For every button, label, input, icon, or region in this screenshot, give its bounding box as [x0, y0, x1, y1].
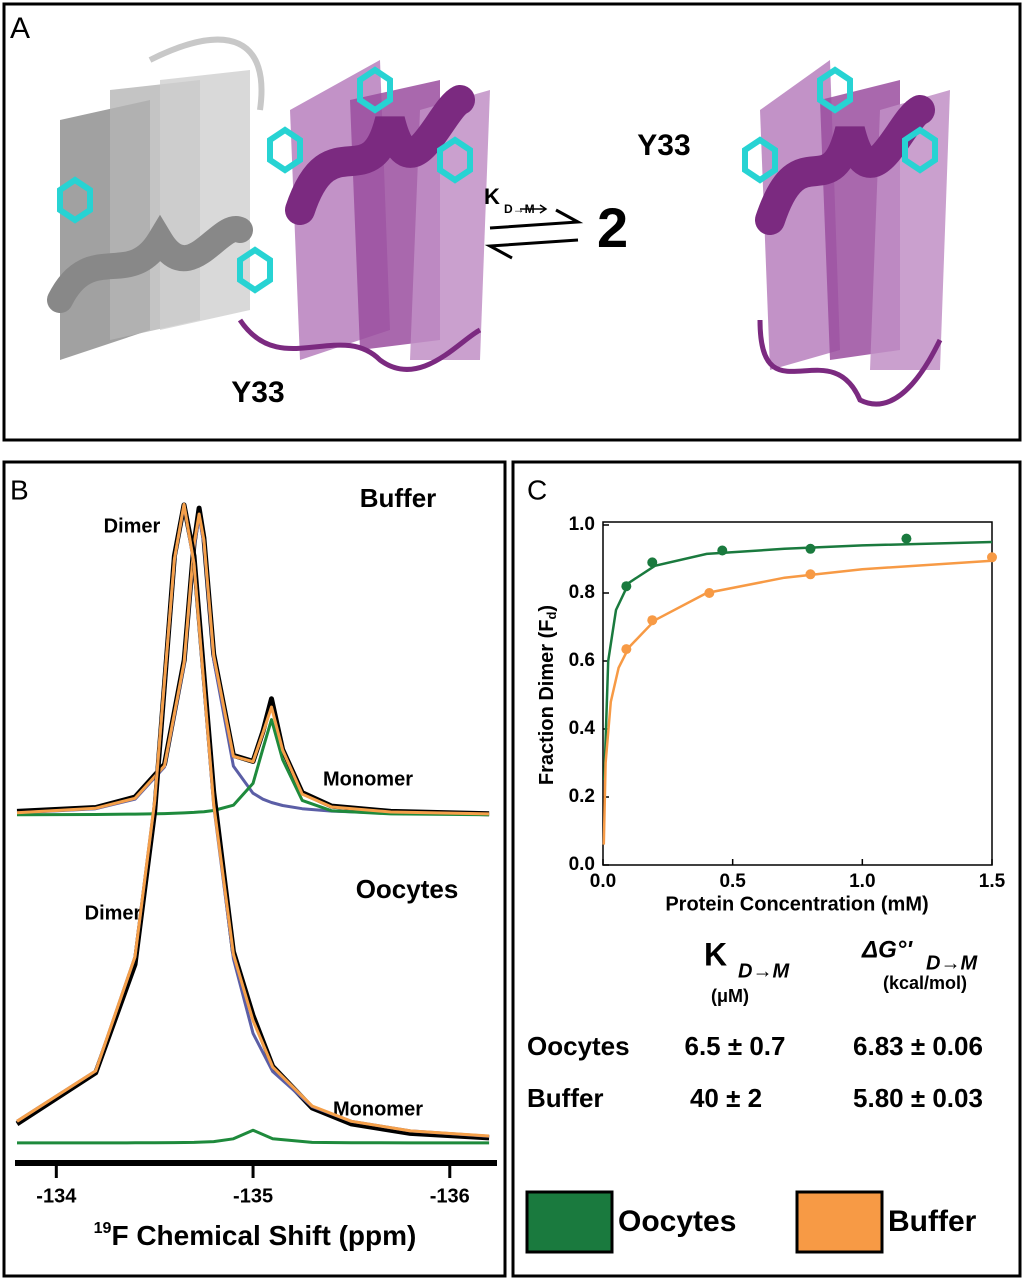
table-header: ΔG°': [861, 936, 913, 963]
spectrum-title: Buffer: [360, 483, 437, 513]
y-tick-label: 1.0: [569, 514, 595, 535]
spectrum-line: [16, 503, 490, 1138]
table-unit: (μM): [711, 986, 749, 1006]
x-axis-label-main: F Chemical Shift (ppm): [111, 1220, 416, 1251]
spectrum-line: [15, 502, 490, 1141]
y-axis-label: Fraction Dimer (Fd): [536, 605, 559, 785]
y-axis-label-main: Fraction Dimer (F: [536, 620, 558, 786]
y-axis-label-end: ): [536, 605, 558, 612]
y-tick-label: 0.2: [569, 786, 595, 807]
data-point: [901, 533, 912, 544]
x-axis-label-sup: 19: [94, 1220, 112, 1237]
spectrum-line: [16, 502, 490, 1138]
panel-b-frame: [2, 460, 507, 1278]
spectrum-line: [17, 1128, 490, 1145]
y-tick-label: 0.0: [569, 854, 595, 875]
table-header: K: [704, 936, 727, 972]
table-unit: (kcal/mol): [883, 973, 967, 993]
x-axis-label: 19F Chemical Shift (ppm): [94, 1220, 417, 1251]
stoichiometry: 2: [597, 196, 628, 259]
panel-label: A: [10, 12, 30, 45]
x-tick-label: 1.0: [849, 871, 875, 892]
data-point: [717, 545, 728, 556]
data-point: [647, 615, 658, 626]
panel-label: C: [527, 474, 547, 505]
x-tick-label: -135: [233, 1185, 273, 1207]
data-point: [704, 588, 715, 598]
peak-label: Dimer: [104, 515, 161, 537]
data-point: [647, 557, 658, 568]
panel-label: B: [10, 474, 29, 505]
peak-label: Monomer: [323, 768, 413, 790]
table-cell: 5.80 ± 0.03: [853, 1083, 983, 1113]
x-tick-label: -136: [430, 1185, 470, 1207]
y-axis-label-sub: d: [544, 612, 559, 620]
spectrum-line: [16, 505, 490, 817]
y-tick-label: 0.4: [569, 718, 596, 739]
x-tick-label: -134: [36, 1185, 77, 1207]
table-header-sub: D→M: [738, 960, 790, 982]
table-header-sub: D→M: [926, 952, 978, 974]
table-cell: 40 ± 2: [690, 1083, 762, 1113]
legend-label: Oocytes: [618, 1205, 736, 1238]
spectrum-line: [16, 512, 490, 816]
x-tick-label: 0.5: [719, 871, 746, 892]
fit-line: [602, 559, 993, 845]
protein-dimer: [47, 36, 490, 372]
data-point: [987, 552, 997, 563]
residue-label: Y33: [231, 376, 284, 409]
data-point: [621, 581, 632, 592]
residue-label: Y33: [637, 129, 690, 162]
spectrum-line: [16, 515, 490, 816]
panel-a-frame: [2, 2, 1022, 442]
data-point: [805, 543, 816, 554]
table-cell: 6.83 ± 0.06: [853, 1031, 983, 1061]
plot-frame: [602, 521, 993, 866]
x-tick-label: 0.0: [590, 871, 616, 892]
protein-monomer: [742, 60, 950, 407]
y-tick-label: 0.6: [569, 650, 595, 671]
data-point: [805, 569, 816, 580]
legend-swatch: [525, 1190, 614, 1254]
y-tick-label: 0.8: [569, 582, 595, 603]
equilibrium-arrows: [484, 204, 584, 260]
x-axis-label: Protein Concentration (mM): [665, 893, 928, 915]
spectrum-title: Oocytes: [356, 874, 459, 904]
x-tick-label: 1.5: [979, 871, 1006, 892]
legend-swatch: [795, 1190, 884, 1254]
table-cell: Buffer: [527, 1083, 604, 1113]
legend-label: Buffer: [888, 1205, 977, 1238]
kd-subscript: D→M: [504, 202, 535, 216]
fit-line: [603, 540, 993, 781]
table-cell: Oocytes: [527, 1031, 630, 1061]
peak-label: Monomer: [333, 1098, 423, 1120]
table-cell: 6.5 ± 0.7: [684, 1031, 785, 1061]
spectrum-line: [16, 718, 490, 817]
panel-c-frame: [511, 460, 1022, 1278]
kd-symbol: K: [484, 184, 500, 209]
data-point: [621, 644, 632, 655]
peak-label: Dimer: [85, 902, 142, 924]
